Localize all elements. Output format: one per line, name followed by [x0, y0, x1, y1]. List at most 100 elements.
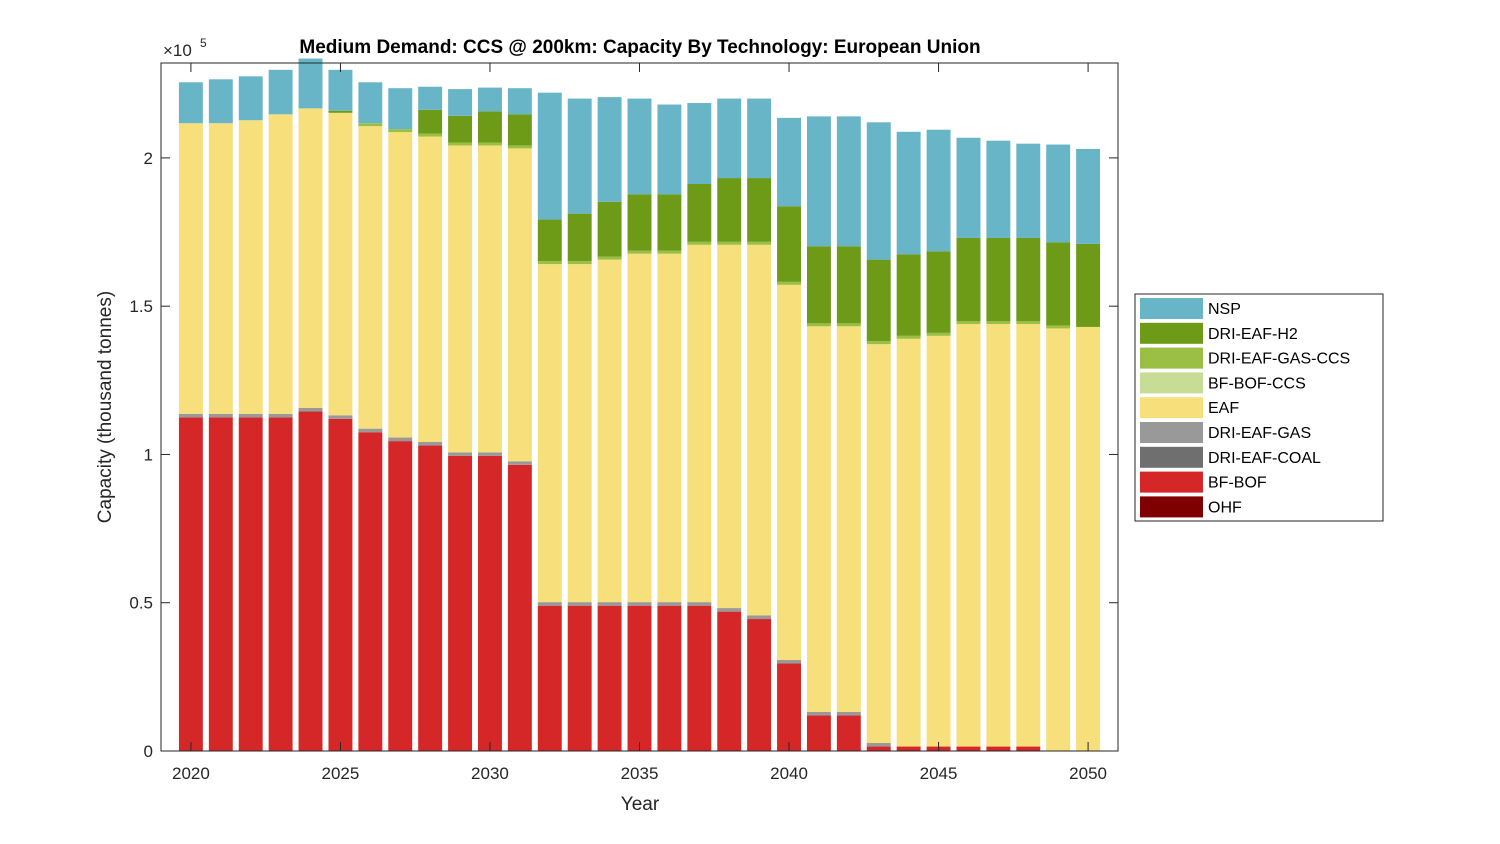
- bar-nsp-2026: [358, 82, 383, 124]
- bar-eaf-2049: [1046, 328, 1071, 751]
- bar-dri-eaf-gas-ccs-2036: [657, 250, 682, 254]
- bar-dri-eaf-gas-ccs-2047: [986, 321, 1011, 324]
- bar-nsp-2041: [806, 116, 831, 247]
- bar-nsp-2030: [478, 87, 502, 112]
- bar-dri-eaf-gas-ccs-2034: [597, 256, 622, 260]
- legend-swatch-dri-eaf-h2: [1140, 322, 1203, 344]
- bar-nsp-2025: [328, 69, 353, 111]
- bar-dri-eaf-gas-ccs-2029: [448, 142, 473, 146]
- bar-dri-eaf-gas-ccs-2046: [956, 321, 981, 324]
- bar-nsp-2021: [208, 79, 233, 124]
- x-tick-label: 2025: [322, 764, 360, 783]
- bar-dri-eaf-h2-2039: [747, 178, 772, 242]
- bar-dri-eaf-h2-2043: [866, 259, 891, 342]
- bar-dri-eaf-gas-2022: [238, 413, 263, 418]
- bar-dri-eaf-h2-2036: [657, 194, 682, 251]
- bar-dri-eaf-h2-2040: [777, 206, 801, 282]
- bar-nsp-2039: [747, 98, 772, 179]
- bar-eaf-2023: [268, 114, 293, 414]
- bar-bf-bof-2034: [597, 605, 622, 751]
- legend-swatch-ohf: [1140, 496, 1203, 518]
- x-tick-label: 2040: [770, 764, 808, 783]
- bar-eaf-2050: [1076, 326, 1101, 751]
- bar-nsp-2029: [448, 89, 473, 116]
- bar-dri-eaf-h2-2047: [986, 237, 1011, 321]
- bar-nsp-2031: [507, 88, 532, 115]
- bar-eaf-2029: [448, 145, 473, 453]
- legend-label-bf-bof: BF-BOF: [1208, 475, 1267, 492]
- bar-bf-bof-2041: [806, 715, 831, 751]
- bar-dri-eaf-gas-2025: [328, 415, 353, 419]
- legend-swatch-eaf: [1140, 397, 1203, 419]
- bar-eaf-2044: [896, 338, 921, 747]
- bar-dri-eaf-h2-2034: [597, 201, 622, 257]
- y-tick-label: 1: [144, 445, 153, 464]
- bar-dri-eaf-gas-ccs-2042: [836, 323, 861, 327]
- bar-dri-eaf-gas-2035: [627, 602, 652, 606]
- legend-swatch-bf-bof-ccs: [1140, 372, 1203, 394]
- bar-bf-bof-2044: [896, 746, 921, 751]
- legend-swatch-nsp: [1140, 298, 1203, 319]
- bar-nsp-2043: [866, 122, 891, 260]
- legend: NSP DRI-EAF-H2 DRI-EAF-GAS-CCS BF-BOF-CCS EA…: [1134, 293, 1384, 522]
- legend-label-dri-eaf-coal: DRI-EAF-COAL: [1208, 450, 1321, 467]
- bar-bf-bof-2026: [358, 432, 383, 751]
- bar-bf-bof-2021: [208, 417, 233, 751]
- bar-dri-eaf-gas-2024: [298, 407, 323, 412]
- x-tick-label: 2050: [1069, 764, 1107, 783]
- legend-swatch-dri-eaf-gas: [1140, 422, 1203, 443]
- bar-nsp-2033: [567, 98, 592, 214]
- bar-bf-bof-2039: [747, 619, 772, 751]
- ticks-layer: 2020 2025 2030 2035 2040 2045 2050 0 0.5 1 1.5 2: [129, 63, 1118, 783]
- bar-bf-bof-2024: [298, 411, 323, 751]
- bar-nsp-2022: [238, 76, 263, 121]
- bar-eaf-2030: [478, 145, 502, 453]
- bar-dri-eaf-h2-2033: [567, 213, 592, 262]
- legend-label-bf-bof-ccs: BF-BOF-CCS: [1208, 375, 1306, 392]
- bar-bf-bof-2025: [328, 418, 353, 751]
- y-exponent-power: 5: [200, 36, 207, 50]
- bar-dri-eaf-gas-2028: [418, 441, 443, 446]
- bar-eaf-2042: [836, 326, 861, 712]
- bar-dri-eaf-h2-2032: [537, 219, 562, 262]
- bar-dri-eaf-gas-ccs-2031: [507, 145, 532, 149]
- bar-eaf-2034: [597, 259, 622, 603]
- bar-nsp-2024: [298, 58, 323, 109]
- bar-nsp-2048: [1016, 143, 1041, 238]
- bar-eaf-2026: [358, 126, 383, 429]
- bar-dri-eaf-gas-2038: [717, 608, 742, 612]
- bar-eaf-2033: [567, 264, 592, 603]
- bar-dri-eaf-gas-ccs-2043: [866, 341, 891, 345]
- bar-dri-eaf-h2-2044: [896, 254, 921, 336]
- bar-bf-bof-2031: [507, 464, 532, 751]
- bar-dri-eaf-h2-2042: [836, 246, 861, 324]
- bar-bf-bof-2029: [448, 455, 473, 751]
- bar-nsp-2028: [418, 86, 443, 110]
- bar-dri-eaf-gas-2021: [208, 413, 233, 418]
- bar-nsp-2040: [777, 117, 801, 207]
- bar-dri-eaf-gas-2039: [747, 615, 772, 620]
- y-axis-title: Capacity (thousand tonnes): [95, 291, 116, 523]
- bar-bf-bof-2035: [627, 605, 652, 751]
- bar-bf-bof-2033: [567, 605, 592, 751]
- y-tick-label: 0: [144, 742, 153, 761]
- legend-label-dri-eaf-h2: DRI-EAF-H2: [1208, 326, 1298, 343]
- bar-dri-eaf-gas-2042: [836, 711, 861, 716]
- bar-eaf-2039: [747, 244, 772, 616]
- x-tick-label: 2045: [920, 764, 958, 783]
- bar-eaf-2027: [388, 132, 413, 438]
- bar-eaf-2043: [866, 344, 891, 743]
- bar-nsp-2020: [178, 82, 203, 124]
- bar-bf-bof-2036: [657, 605, 682, 751]
- bar-dri-eaf-gas-2029: [448, 452, 473, 456]
- bar-bf-bof-2043: [866, 746, 891, 751]
- bar-dri-eaf-h2-2048: [1016, 237, 1041, 321]
- bar-dri-eaf-gas-2032: [537, 602, 562, 606]
- bar-dri-eaf-h2-2037: [687, 183, 712, 242]
- legend-label-dri-eaf-gas: DRI-EAF-GAS: [1208, 425, 1311, 442]
- x-tick-label: 2020: [172, 764, 210, 783]
- x-tick-label: 2035: [621, 764, 659, 783]
- bar-eaf-2032: [537, 264, 562, 603]
- bar-dri-eaf-h2-2045: [926, 251, 951, 333]
- y-exponent-base: ×10: [163, 41, 192, 60]
